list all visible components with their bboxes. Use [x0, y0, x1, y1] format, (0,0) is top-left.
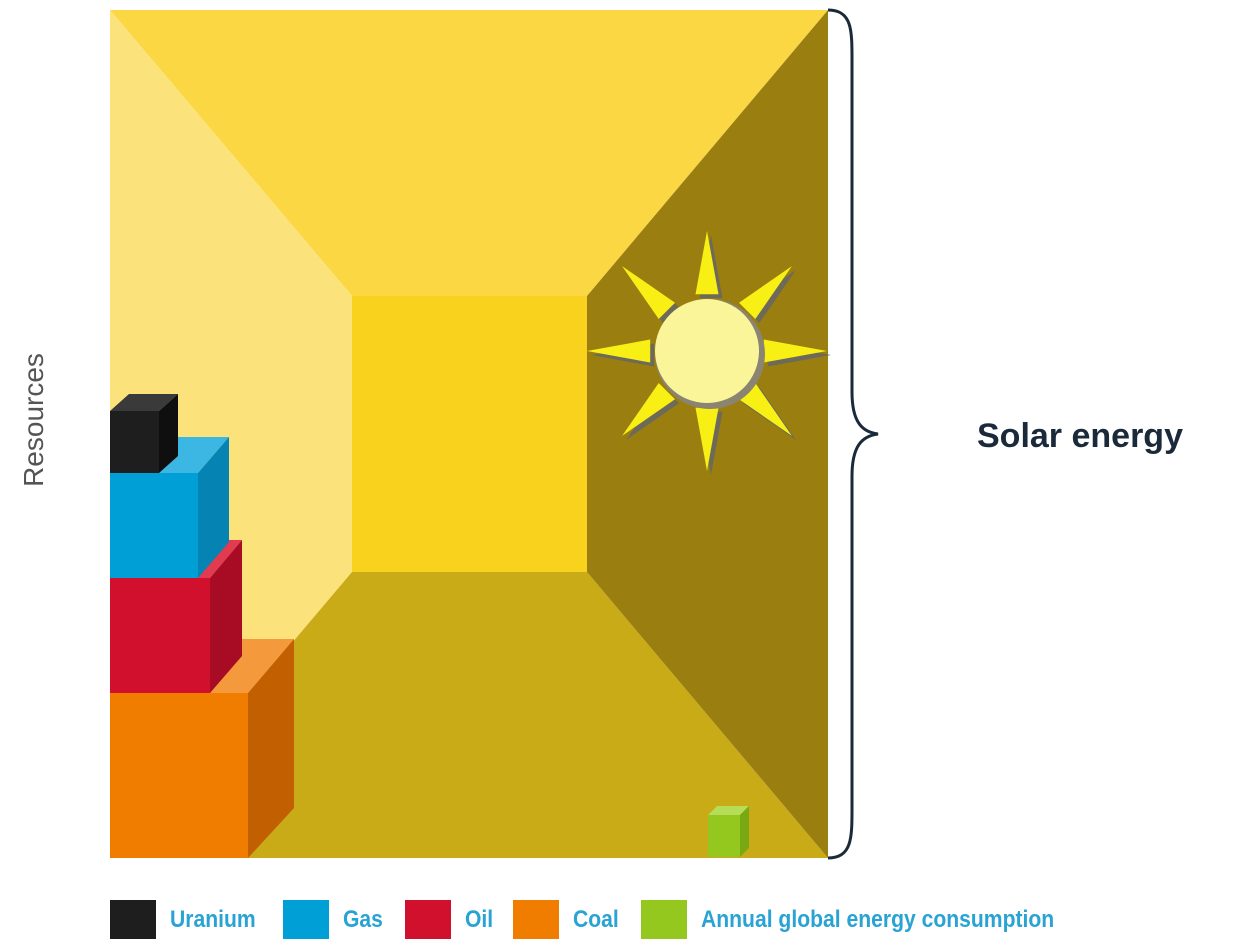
- sun-ray: [622, 383, 675, 436]
- right-curly-brace: [827, 8, 879, 860]
- legend-item: Coal: [512, 900, 625, 939]
- uranium-block: [110, 394, 178, 473]
- legend-swatch: [283, 900, 330, 939]
- sun-ray: [739, 383, 792, 436]
- cube-back-face: [352, 296, 587, 572]
- sun-ray: [763, 339, 827, 363]
- legend-label: Uranium: [170, 906, 256, 933]
- sun-ray: [587, 339, 651, 363]
- sun-ray: [695, 407, 719, 471]
- sun-disc: [655, 299, 759, 403]
- y-axis-label: Resources: [18, 353, 49, 487]
- legend-item: Uranium: [110, 900, 267, 939]
- resource-stack: [110, 394, 294, 858]
- legend-item: Oil: [404, 900, 497, 939]
- legend: Uranium Gas Oil Coal Annual global energy co…: [110, 898, 1118, 939]
- sun-ray: [739, 266, 792, 319]
- legend-swatch: [404, 900, 451, 939]
- annual-consumption-cube: [708, 806, 749, 857]
- legend-item: Gas: [283, 900, 388, 939]
- sun-ray: [695, 231, 719, 295]
- cube-top-face: [110, 10, 828, 296]
- sun-icon: [587, 231, 831, 475]
- legend-swatch: [640, 900, 687, 939]
- legend-swatch: [512, 900, 559, 939]
- legend-label: Oil: [464, 906, 493, 933]
- solar-energy-label: Solar energy: [977, 417, 1183, 455]
- sun-ray: [622, 266, 675, 319]
- legend-label: Gas: [343, 906, 384, 933]
- legend-label: Annual global energy consumption: [700, 906, 1054, 933]
- legend-swatch: [110, 900, 156, 939]
- legend-item: Annual global energy consumption: [640, 900, 1102, 939]
- legend-label: Coal: [572, 906, 619, 933]
